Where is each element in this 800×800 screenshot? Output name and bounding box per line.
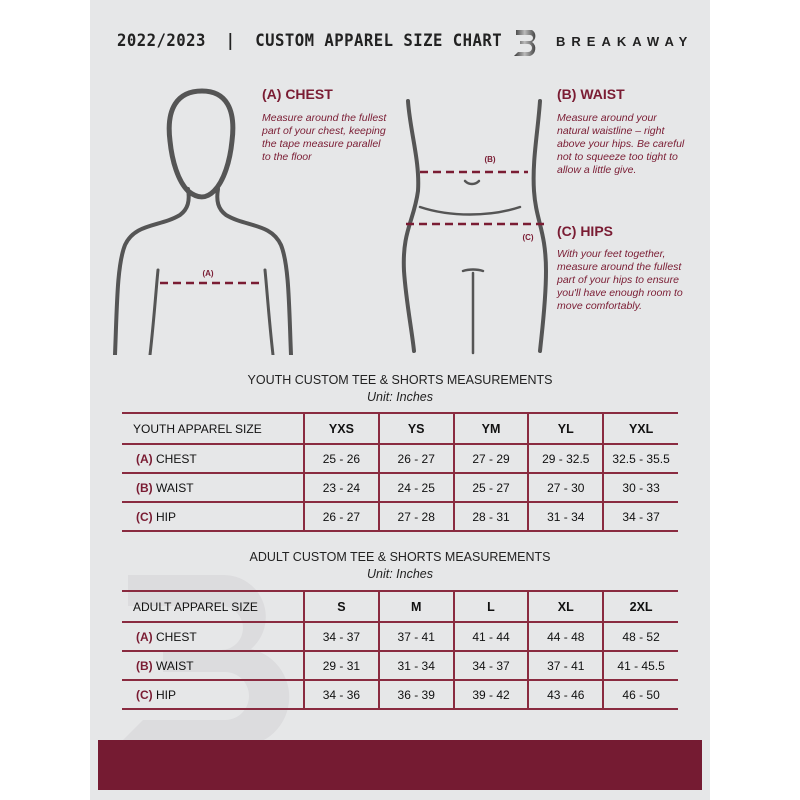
- measurement-label: (C) HIP: [122, 501, 304, 532]
- measurement-value: 29 - 31: [303, 650, 379, 681]
- measurement-letter: (B): [136, 658, 153, 673]
- measurement-value: 34 - 37: [452, 650, 529, 681]
- upper-body-figure: (A): [113, 88, 293, 355]
- footer-bar: [98, 740, 702, 790]
- measurement-label: (C) HIP: [122, 679, 304, 710]
- measurement-name: WAIST: [156, 658, 194, 673]
- measurement-label: (B) WAIST: [122, 472, 304, 503]
- size-column-header: XL: [527, 590, 604, 623]
- measurement-letter: (C): [136, 509, 153, 524]
- measurement-value: 30 - 33: [602, 472, 678, 503]
- chest-marker: (A): [202, 269, 213, 278]
- table-row: (A) CHEST 25 - 26 26 - 27 27 - 29 29 - 32.5 3…: [122, 443, 678, 474]
- measurement-value: 26 - 27: [303, 501, 379, 532]
- measurement-value: 27 - 30: [527, 472, 604, 503]
- breakaway-logo-icon: [514, 30, 536, 56]
- measurement-value: 41 - 44: [452, 621, 529, 652]
- hips-marker: (C): [522, 233, 533, 242]
- measurement-value: 34 - 36: [303, 679, 379, 710]
- size-header: YOUTH APPAREL SIZE: [122, 412, 304, 445]
- size-column-header: M: [377, 590, 454, 623]
- table-row: (B) WAIST 29 - 31 31 - 34 34 - 37 37 - 41 41 …: [122, 650, 678, 681]
- size-column-header: YXL: [602, 412, 678, 445]
- measurement-value: 25 - 27: [452, 472, 529, 503]
- measurement-value: 41 - 45.5: [602, 650, 678, 681]
- size-column-header: YXS: [303, 412, 379, 445]
- measurement-value: 39 - 42: [452, 679, 529, 710]
- measurement-label: (A) CHEST: [122, 443, 304, 474]
- size-header: ADULT APPAREL SIZE: [122, 590, 304, 623]
- measurement-value: 23 - 24: [303, 472, 379, 503]
- table-row: (C) HIP 26 - 27 27 - 28 28 - 31 31 - 34 34 - …: [122, 501, 678, 532]
- measurement-value: 43 - 46: [527, 679, 604, 710]
- table-header-row: YOUTH APPAREL SIZE YXS YS YM YL YXL: [122, 412, 678, 445]
- youth-table-title: YOUTH CUSTOM TEE & SHORTS MEASUREMENTS: [247, 373, 553, 387]
- measurement-name: HIP: [156, 687, 177, 702]
- measurement-value: 25 - 26: [303, 443, 379, 474]
- lower-body-figure: (B) (C): [401, 99, 549, 355]
- measurement-name: CHEST: [156, 451, 197, 466]
- table-row: (A) CHEST 34 - 37 37 - 41 41 - 44 44 - 48 48 …: [122, 621, 678, 652]
- brand-name: BREAKAWAY: [556, 34, 694, 49]
- measurement-value: 27 - 28: [377, 501, 454, 532]
- table-header-row: ADULT APPAREL SIZE S M L XL 2XL: [122, 590, 678, 623]
- measurement-name: HIP: [156, 509, 177, 524]
- measurement-value: 24 - 25: [377, 472, 454, 503]
- chest-heading: (A) CHEST: [262, 86, 333, 102]
- measurement-letter: (B): [136, 480, 153, 495]
- measurement-value: 32.5 - 35.5: [602, 443, 678, 474]
- measurement-value: 31 - 34: [527, 501, 604, 532]
- size-column-header: YM: [452, 412, 529, 445]
- waist-description: Measure around your natural waistline – …: [557, 112, 685, 176]
- waist-heading: (B) WAIST: [557, 86, 625, 102]
- measurement-value: 48 - 52: [602, 621, 678, 652]
- measurement-letter: (C): [136, 687, 153, 702]
- page-title: 2022/2023 | CUSTOM APPAREL SIZE CHART: [117, 31, 503, 51]
- table-row: (C) HIP 34 - 36 36 - 39 39 - 42 43 - 46 46 - …: [122, 679, 678, 710]
- size-column-header: YL: [527, 412, 604, 445]
- size-column-header: L: [452, 590, 529, 623]
- youth-size-table: YOUTH APPAREL SIZE YXS YS YM YL YXL (A) CHEST 2…: [122, 412, 678, 532]
- chest-description: Measure around the fullest part of your …: [262, 112, 387, 163]
- measurement-value: 26 - 27: [377, 443, 454, 474]
- size-column-header: S: [303, 590, 379, 623]
- measurement-value: 46 - 50: [602, 679, 678, 710]
- measurement-value: 34 - 37: [602, 501, 678, 532]
- size-column-header: 2XL: [602, 590, 678, 623]
- size-column-header: YS: [377, 412, 454, 445]
- measurement-label: (B) WAIST: [122, 650, 304, 681]
- measurement-value: 36 - 39: [377, 679, 454, 710]
- measurement-value: 34 - 37: [303, 621, 379, 652]
- measurement-value: 37 - 41: [377, 621, 454, 652]
- waist-marker: (B): [484, 155, 495, 164]
- adult-size-table: ADULT APPAREL SIZE S M L XL 2XL (A) CHEST 34 - …: [122, 590, 678, 710]
- measurement-label: (A) CHEST: [122, 621, 304, 652]
- youth-unit: Unit: Inches: [366, 390, 433, 404]
- adult-unit: Unit: Inches: [366, 567, 433, 581]
- measurement-value: 28 - 31: [452, 501, 529, 532]
- measurement-value: 31 - 34: [377, 650, 454, 681]
- measurement-value: 29 - 32.5: [527, 443, 604, 474]
- measurement-value: 44 - 48: [527, 621, 604, 652]
- hips-heading: (C) HIPS: [557, 223, 613, 239]
- table-row: (B) WAIST 23 - 24 24 - 25 25 - 27 27 - 30 30 …: [122, 472, 678, 503]
- measurement-value: 37 - 41: [527, 650, 604, 681]
- measurement-name: WAIST: [156, 480, 194, 495]
- measurement-letter: (A): [136, 629, 153, 644]
- measurement-value: 27 - 29: [452, 443, 529, 474]
- measurement-name: CHEST: [156, 629, 197, 644]
- hips-description: With your feet together, measure around …: [557, 248, 683, 312]
- adult-table-title: ADULT CUSTOM TEE & SHORTS MEASUREMENTS: [249, 550, 551, 564]
- measurement-letter: (A): [136, 451, 153, 466]
